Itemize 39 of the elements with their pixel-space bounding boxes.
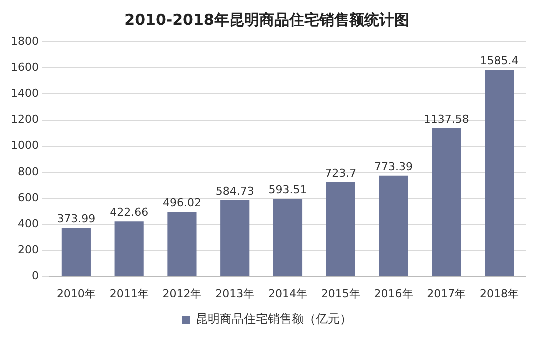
x-tick-label: 2014年	[268, 287, 308, 300]
bar	[114, 222, 144, 276]
data-label: 422.66	[110, 206, 149, 220]
y-tick-label: 0	[32, 270, 39, 283]
data-label: 584.73	[216, 184, 254, 198]
x-tick-label: 2012年	[162, 287, 202, 300]
y-tick-label: 400	[18, 217, 39, 230]
y-tick-label: 1600	[10, 60, 39, 74]
x-tick-label: 2013年	[216, 287, 255, 300]
y-tick-label: 200	[18, 244, 39, 257]
data-label: 1585.4	[480, 54, 519, 68]
data-label: 496.02	[162, 196, 202, 210]
x-tick-label: 2015年	[321, 287, 360, 300]
y-tick-label: 1400	[10, 87, 39, 100]
y-tick-label: 600	[18, 191, 39, 204]
x-tick-label: 2016年	[374, 287, 414, 300]
x-tick-label: 2011年	[110, 287, 149, 300]
x-tick-label: 2017年	[427, 287, 466, 300]
legend-label: 昆明商品住宅销售额（亿元）	[196, 312, 352, 326]
data-label: 773.39	[374, 160, 414, 174]
y-tick-label: 1000	[10, 139, 39, 152]
bar	[273, 199, 303, 276]
data-label: 1137.58	[424, 112, 470, 126]
y-tick-label: 800	[18, 165, 39, 178]
bar	[432, 128, 462, 276]
bar	[220, 200, 250, 276]
data-label: 723.7	[325, 166, 357, 180]
bar	[485, 70, 514, 276]
y-tick-label: 1200	[10, 113, 39, 126]
data-label: 373.99	[57, 212, 96, 226]
x-tick-label: 2018年	[480, 287, 520, 300]
bar	[168, 212, 197, 276]
y-tick-label: 1800	[10, 34, 39, 48]
bar	[62, 228, 91, 276]
bar	[326, 182, 356, 276]
data-label: 593.51	[268, 184, 308, 197]
chart-title: 2010-2018年昆明商品住宅销售额统计图	[124, 10, 410, 29]
bar	[379, 176, 408, 276]
x-tick-label: 2010年	[56, 287, 96, 300]
